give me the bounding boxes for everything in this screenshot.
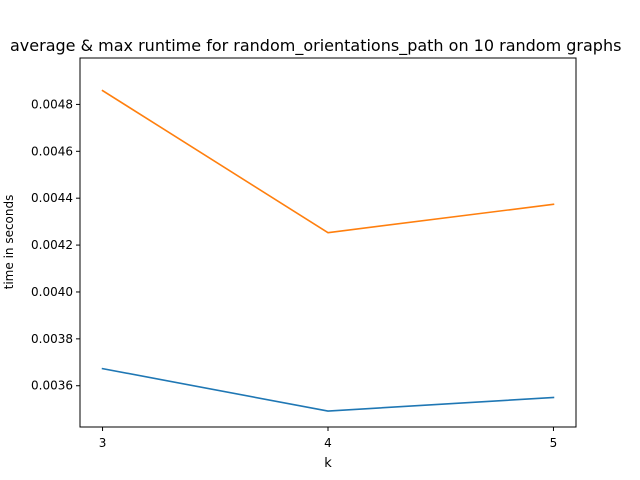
y-tick-label: 0.0038 [31,332,73,346]
series-line-2 [101,89,555,234]
y-tick-label: 0.0044 [31,191,73,205]
y-axis: 0.0036 0.0038 0.0040 0.0042 0.0044 0.0046 0.00… [31,97,80,393]
x-tick-label: 3 [99,436,107,450]
chart-title: average & max runtime for random_orienta… [10,36,621,56]
y-tick-label: 0.0046 [31,144,73,158]
y-axis-label: time in seconds [2,195,16,290]
series-line-1 [101,367,555,412]
x-axis: 3 4 5 [99,427,558,450]
y-tick-label: 0.0048 [31,97,73,111]
x-tick-label: 4 [324,436,332,450]
x-axis-label: k [324,456,332,471]
x-tick-label: 5 [550,436,558,450]
series-layer [101,89,555,412]
y-tick-label: 0.0042 [31,238,73,252]
y-tick-label: 0.0036 [31,379,73,393]
y-tick-label: 0.0040 [31,285,73,299]
